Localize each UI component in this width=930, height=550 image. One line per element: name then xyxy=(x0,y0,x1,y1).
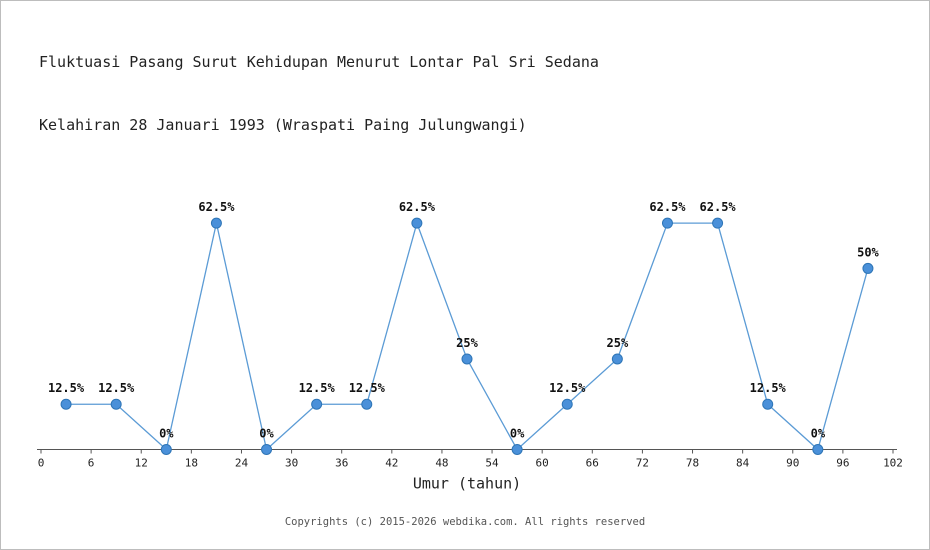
svg-text:84: 84 xyxy=(736,457,750,470)
svg-text:25%: 25% xyxy=(456,336,478,350)
svg-text:62.5%: 62.5% xyxy=(649,200,686,214)
svg-text:6: 6 xyxy=(88,457,95,470)
svg-text:96: 96 xyxy=(836,457,849,470)
svg-text:25%: 25% xyxy=(607,336,629,350)
svg-text:0: 0 xyxy=(38,457,45,470)
svg-text:62.5%: 62.5% xyxy=(399,200,436,214)
svg-text:72: 72 xyxy=(636,457,649,470)
svg-text:12.5%: 12.5% xyxy=(349,381,386,395)
svg-text:0%: 0% xyxy=(159,427,174,441)
svg-text:90: 90 xyxy=(786,457,799,470)
svg-text:36: 36 xyxy=(335,457,348,470)
svg-text:48: 48 xyxy=(435,457,448,470)
svg-text:66: 66 xyxy=(586,457,599,470)
svg-text:24: 24 xyxy=(235,457,249,470)
svg-text:Umur (tahun): Umur (tahun) xyxy=(413,475,521,493)
svg-text:78: 78 xyxy=(686,457,699,470)
svg-text:54: 54 xyxy=(485,457,499,470)
chart-title-line1: Fluktuasi Pasang Surut Kehidupan Menurut… xyxy=(39,53,599,71)
svg-text:62.5%: 62.5% xyxy=(198,200,235,214)
copyright-text: Copyrights (c) 2015-2026 webdika.com. Al… xyxy=(284,516,646,528)
chart-title-line2: Kelahiran 28 Januari 1993 (Wraspati Pain… xyxy=(39,116,527,134)
svg-text:12.5%: 12.5% xyxy=(98,381,135,395)
svg-text:18: 18 xyxy=(185,457,198,470)
svg-text:50%: 50% xyxy=(857,245,879,259)
svg-text:102: 102 xyxy=(883,457,903,470)
svg-text:12.5%: 12.5% xyxy=(48,381,85,395)
svg-text:12.5%: 12.5% xyxy=(750,381,787,395)
svg-text:12.5%: 12.5% xyxy=(299,381,336,395)
svg-text:30: 30 xyxy=(285,457,298,470)
svg-text:60: 60 xyxy=(536,457,549,470)
svg-text:0%: 0% xyxy=(811,427,826,441)
svg-text:0%: 0% xyxy=(510,427,525,441)
svg-text:12.5%: 12.5% xyxy=(549,381,586,395)
chart-title: Fluktuasi Pasang Surut Kehidupan Menurut… xyxy=(39,10,599,178)
svg-text:0%: 0% xyxy=(259,427,274,441)
svg-text:62.5%: 62.5% xyxy=(700,200,737,214)
svg-text:12: 12 xyxy=(135,457,148,470)
svg-text:42: 42 xyxy=(385,457,398,470)
